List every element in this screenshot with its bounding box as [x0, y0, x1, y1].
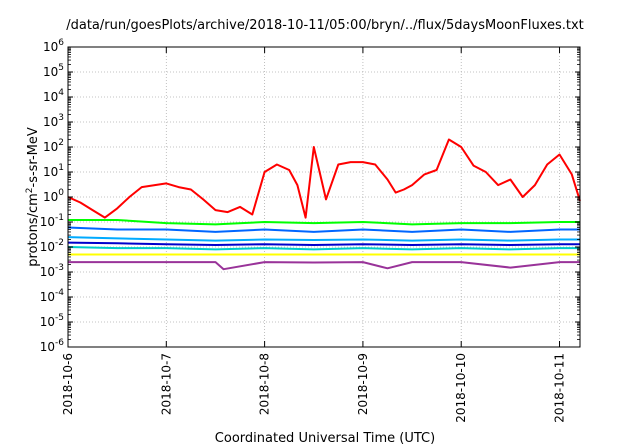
series-line-5	[67, 241, 580, 246]
y-tick-label: 104	[43, 88, 64, 104]
y-tick-label: 10-5	[40, 313, 64, 329]
series-line-8	[68, 261, 580, 271]
x-tick-label: 2018-10-10	[454, 353, 468, 423]
y-tick-exponent: 5	[58, 63, 64, 73]
y-axis-label-sup: 2	[25, 187, 35, 193]
y-tick-exponent: 2	[58, 138, 64, 148]
x-tick-label: 2018-10-11	[553, 353, 567, 423]
y-axis-label: protons/cm2-s-sr-MeV	[25, 127, 41, 267]
x-tick-label: 2018-10-8	[258, 353, 272, 415]
y-tick-exponent: 6	[58, 38, 64, 48]
x-axis-label: Coordinated Universal Time (UTC)	[215, 431, 435, 446]
series-line-1	[67, 138, 581, 219]
y-tick-labels: 10-610-510-410-310-210-11001011021031041…	[40, 38, 65, 354]
y-tick-base: 10	[40, 290, 55, 304]
y-tick-exponent: -4	[55, 288, 64, 298]
y-tick-label: 100	[43, 188, 64, 204]
y-tick-base: 10	[40, 265, 55, 279]
y-tick-label: 10-4	[40, 288, 65, 304]
y-tick-label: 10-6	[40, 338, 65, 354]
y-tick-label: 105	[43, 63, 64, 79]
series-line-4	[67, 236, 580, 242]
y-tick-label: 10-1	[40, 213, 64, 229]
y-tick-exponent: -6	[55, 338, 64, 348]
series-lines	[67, 138, 581, 271]
y-tick-label: 10-2	[40, 238, 64, 254]
y-tick-base: 10	[43, 115, 58, 129]
y-tick-base: 10	[43, 65, 58, 79]
axis-ticks	[67, 46, 580, 348]
y-tick-base: 10	[43, 140, 58, 154]
y-tick-label: 10-3	[40, 263, 64, 279]
y-tick-exponent: 1	[58, 163, 64, 173]
y-tick-base: 10	[40, 315, 55, 329]
y-tick-exponent: -3	[55, 263, 64, 273]
y-tick-base: 10	[40, 340, 55, 354]
y-tick-base: 10	[43, 190, 58, 204]
y-tick-label: 101	[43, 163, 64, 179]
grid-lines	[68, 47, 580, 347]
chart-title: /data/run/goesPlots/archive/2018-10-11/0…	[66, 18, 584, 33]
x-tick-label: 2018-10-7	[159, 353, 173, 415]
x-tick-labels: 2018-10-6 2018-10-7 2018-10-8 2018-10-9 2018…	[61, 353, 567, 423]
y-tick-exponent: 0	[58, 188, 64, 198]
x-tick-label: 2018-10-6	[61, 353, 75, 415]
y-tick-exponent: -5	[55, 313, 64, 323]
y-tick-base: 10	[43, 165, 58, 179]
y-tick-exponent: 3	[58, 113, 64, 123]
y-tick-label: 106	[43, 38, 64, 54]
y-axis-label-pre: protons/cm	[26, 193, 41, 267]
series-line-6	[67, 246, 580, 251]
series-line-3	[67, 226, 580, 233]
y-tick-exponent: -1	[55, 213, 64, 223]
y-axis-label-post: -s-sr-MeV	[26, 127, 41, 187]
y-tick-label: 103	[43, 113, 64, 129]
y-tick-label: 102	[43, 138, 64, 154]
y-tick-base: 10	[43, 40, 58, 54]
y-tick-exponent: 4	[58, 88, 64, 98]
series-line-2	[68, 219, 580, 226]
y-tick-base: 10	[40, 240, 55, 254]
y-tick-base: 10	[40, 215, 55, 229]
y-tick-exponent: -2	[55, 238, 64, 248]
y-tick-base: 10	[43, 90, 58, 104]
x-tick-label: 2018-10-9	[356, 353, 370, 415]
